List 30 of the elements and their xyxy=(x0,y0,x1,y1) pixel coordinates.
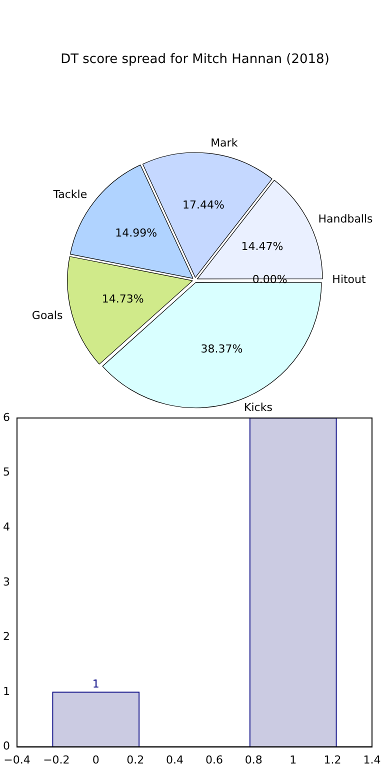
x-tick-label: −0.4 xyxy=(4,753,30,766)
slice-label: Goals xyxy=(32,309,63,322)
x-tick-label: −0.2 xyxy=(43,753,70,766)
x-tick-label: 0.8 xyxy=(244,753,262,766)
x-tick-label: 0.4 xyxy=(166,753,184,766)
slice-label: Tackle xyxy=(52,188,88,202)
data-label: 14.47% xyxy=(241,240,284,254)
y-tick-label: 4 xyxy=(3,520,10,534)
slice-label: Handballs xyxy=(318,212,374,226)
x-tick-label: 1.4 xyxy=(363,753,381,766)
x-tick-label: 1 xyxy=(290,753,297,766)
y-tick-label: 2 xyxy=(3,630,10,644)
x-tick-label: 1.2 xyxy=(324,753,342,766)
y-tick-label: 5 xyxy=(3,466,10,479)
category-label: Hitout xyxy=(332,272,366,286)
y-tick-label: 6 xyxy=(3,410,10,424)
data-label: 38.37% xyxy=(200,342,243,356)
chart-title: DT score spread for Mitch Hannan (2018) xyxy=(60,52,330,67)
data-label: 14.99% xyxy=(115,226,158,240)
y-tick-label: 1 xyxy=(3,684,10,698)
data-label: 1 xyxy=(92,677,100,690)
y-tick-label: 3 xyxy=(3,575,10,588)
x-tick-label: 0 xyxy=(92,753,100,766)
data-label: 17.44% xyxy=(182,198,224,212)
x-tick-label: 0.6 xyxy=(205,753,223,766)
y-tick-label: 0 xyxy=(3,740,10,753)
data-label: 14.73% xyxy=(102,292,144,306)
slice-label: Kicks xyxy=(244,400,273,414)
x-tick-label: 0.2 xyxy=(126,753,144,766)
slice-label: Mark xyxy=(210,136,238,150)
